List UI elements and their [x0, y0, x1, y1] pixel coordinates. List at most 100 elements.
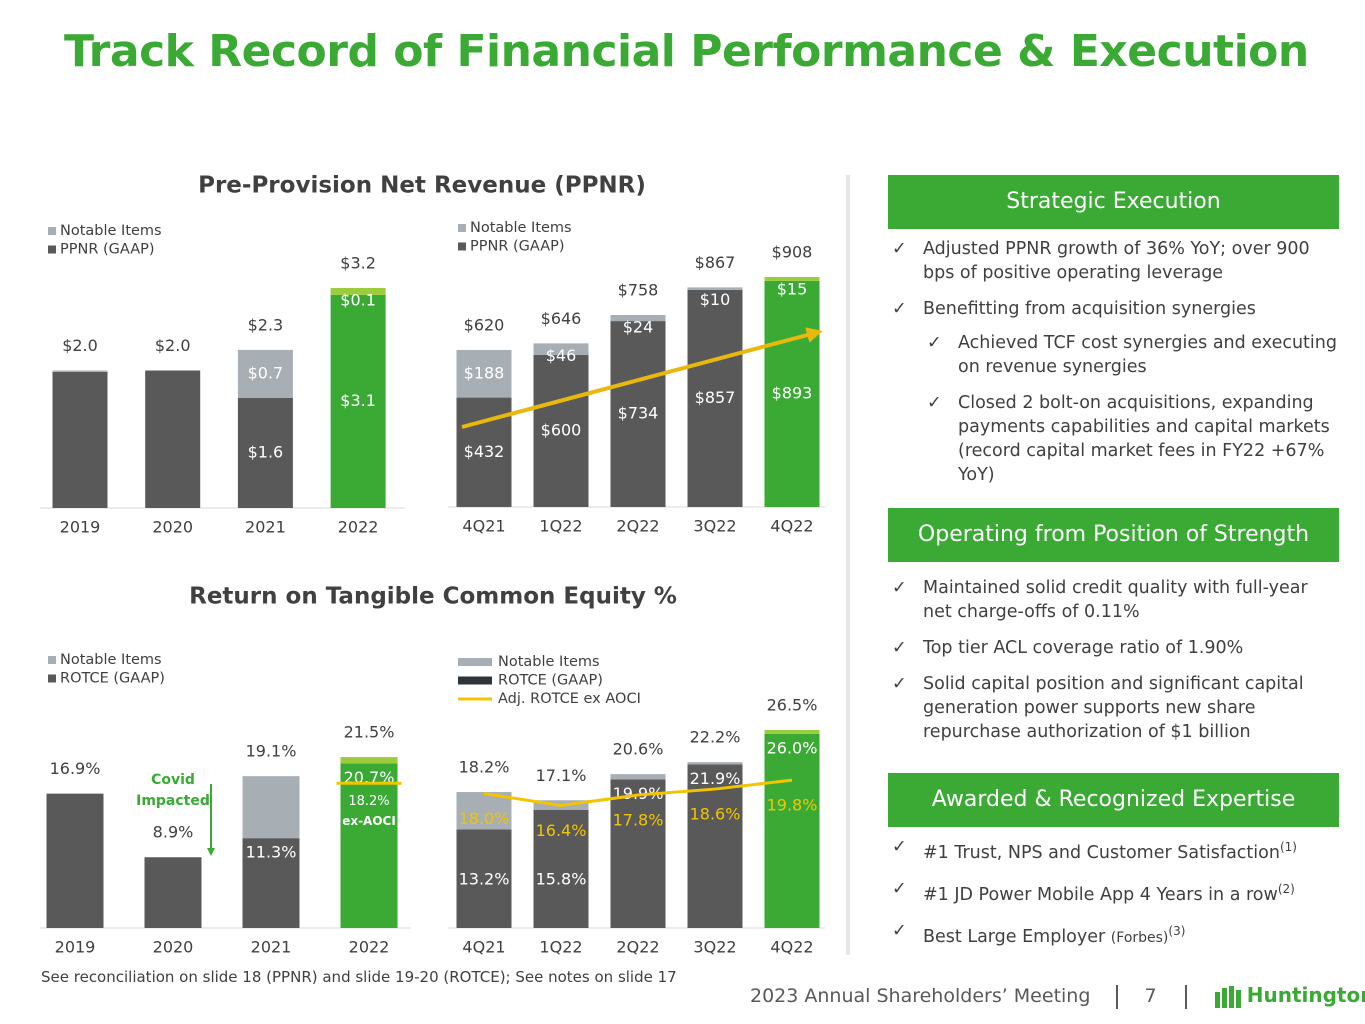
page-number: 7 — [1144, 985, 1157, 1007]
total-label: 17.1% — [536, 766, 587, 785]
ex-aoci-label: 18.2% — [348, 794, 389, 809]
value-label: $432 — [464, 442, 505, 461]
value-label: $10 — [700, 290, 731, 309]
total-label: $908 — [772, 243, 813, 262]
footer: 2023 Annual Shareholders’ Meeting 7 Hunt… — [750, 983, 1365, 1009]
line-label: 19.8% — [767, 796, 818, 815]
panel-heading: Awarded & Recognized Expertise — [888, 773, 1339, 827]
legend-label: Notable Items — [60, 652, 162, 668]
x-tick-label: 2020 — [152, 518, 193, 537]
list: Adjusted PPNR growth of 36% YoY; over 90… — [888, 237, 1339, 487]
bar-segment — [764, 280, 820, 507]
bar-segment — [456, 349, 512, 398]
bar-segment — [145, 370, 201, 508]
x-tick-label: 2Q22 — [616, 517, 659, 536]
total-label: $3.2 — [340, 254, 376, 273]
item: #1 JD Power Mobile App 4 Years in a row(… — [888, 877, 1339, 907]
item-text: Benefitting from acquisition synergies — [923, 299, 1256, 319]
note: (1) — [1279, 840, 1297, 854]
sub-item: Achieved TCF cost synergies and executin… — [923, 331, 1339, 379]
footnote: See reconciliation on slide 18 (PPNR) an… — [41, 968, 677, 986]
value-label: $857 — [695, 388, 736, 407]
panel: Strategic Execution Adjusted PPNR growth… — [888, 175, 1339, 499]
total-label: $620 — [464, 315, 505, 334]
value-label: $15 — [777, 280, 808, 299]
bar-segment — [456, 829, 512, 928]
item: Adjusted PPNR growth of 36% YoY; over 90… — [888, 237, 1339, 285]
separator — [846, 175, 850, 955]
chart-heading: Pre-Provision Net Revenue (PPNR) — [198, 173, 646, 199]
bar-segment — [610, 321, 666, 507]
value-label: $734 — [618, 404, 659, 423]
trend-arrow — [461, 327, 823, 429]
bar-segment — [610, 779, 666, 928]
total-label: 21.5% — [344, 723, 395, 742]
legend-swatch — [458, 676, 492, 685]
bar-segment — [764, 730, 820, 734]
bar-segment — [610, 774, 666, 780]
legend-swatch — [458, 658, 492, 666]
panel: Operating from Position of Strength Main… — [888, 508, 1339, 756]
value-label: 21.9% — [690, 769, 741, 788]
legend-swatch — [48, 674, 56, 683]
total-label: 8.9% — [153, 823, 194, 842]
item-text: #1 Trust, NPS and Customer Satisfaction — [923, 842, 1280, 863]
x-tick-label: 2021 — [245, 518, 286, 537]
charts: Pre-Provision Net Revenue (PPNR) Return … — [40, 173, 850, 957]
value-label: $600 — [541, 421, 582, 440]
bar-segment — [456, 792, 512, 830]
legend-label: ROTCE (GAAP) — [498, 673, 603, 689]
bar-segment — [242, 776, 300, 839]
total-label: $2.3 — [248, 315, 284, 334]
note: (2) — [1277, 881, 1295, 896]
x-tick-label: 2019 — [55, 938, 96, 957]
legend-label: PPNR (GAAP) — [470, 239, 565, 255]
item: #1 Trust, NPS and Customer Satisfaction(… — [888, 835, 1339, 865]
event: 2023 Annual Shareholders’ Meeting — [750, 985, 1091, 1007]
bar-segment — [46, 793, 104, 928]
legend-label: Notable Items — [60, 223, 162, 239]
bar-segment — [144, 857, 202, 928]
bar-segment — [764, 733, 820, 928]
x-tick-label: 1Q22 — [539, 517, 582, 536]
ex-aoci-note: ex-AOCI — [342, 814, 396, 828]
total-label: $2.0 — [155, 336, 191, 355]
item: Benefitting from acquisition synergies A… — [888, 297, 1339, 487]
legend-label: PPNR (GAAP) — [60, 242, 155, 258]
bar-segment — [533, 355, 589, 507]
value-label: 13.2% — [459, 870, 510, 889]
panel: Awarded & Recognized Expertise #1 Trust,… — [888, 773, 1339, 961]
total-label: 18.2% — [459, 758, 510, 777]
value-label: 26.0% — [767, 738, 818, 757]
bar-segment — [764, 277, 820, 281]
sub-item: Closed 2 bolt-on acquisitions, expanding… — [923, 391, 1339, 487]
total-label: 19.1% — [246, 742, 297, 761]
list: #1 Trust, NPS and Customer Satisfaction(… — [888, 835, 1339, 949]
annotation: Impacted — [136, 793, 210, 809]
bar-segment — [687, 287, 743, 290]
total-label: 26.5% — [767, 696, 818, 715]
x-tick-label: 2019 — [60, 518, 101, 537]
bar-segment — [340, 757, 398, 764]
panel-heading: Operating from Position of Strength — [888, 508, 1339, 562]
bar-segment — [687, 289, 743, 507]
bar-segment — [687, 762, 743, 765]
total-label: $646 — [541, 309, 582, 328]
bar-segment — [237, 349, 293, 398]
total-label: $758 — [618, 280, 659, 299]
bar-segment — [330, 294, 386, 508]
item-text: Adjusted PPNR growth of 36% YoY; over 90… — [923, 239, 1310, 283]
value-label: $893 — [772, 383, 813, 402]
line-label: 18.0% — [459, 809, 510, 828]
chart-heading: Return on Tangible Common Equity % — [189, 584, 677, 610]
x-tick-label: 4Q22 — [770, 517, 813, 536]
divider — [1184, 984, 1187, 1009]
legend-label: Adj. ROTCE ex AOCI — [498, 691, 641, 707]
logo: Huntington — [1246, 983, 1365, 1007]
bar-segment — [52, 371, 108, 508]
total-label: $867 — [695, 253, 736, 272]
source: (Forbes) — [1110, 929, 1169, 946]
x-tick-label: 2022 — [338, 518, 379, 537]
legend-swatch — [48, 227, 56, 235]
x-tick-label: 4Q21 — [462, 938, 505, 957]
